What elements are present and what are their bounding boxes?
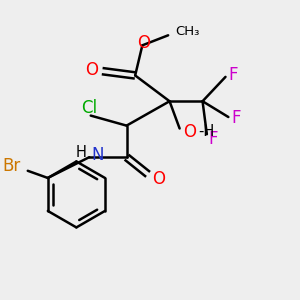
Text: F: F bbox=[231, 109, 241, 127]
Text: O: O bbox=[85, 61, 98, 79]
Text: O: O bbox=[152, 170, 165, 188]
Text: Br: Br bbox=[2, 157, 21, 175]
Text: O: O bbox=[183, 123, 196, 141]
Text: O: O bbox=[137, 34, 150, 52]
Text: -H: -H bbox=[198, 124, 214, 140]
Text: Cl: Cl bbox=[81, 99, 97, 117]
Text: F: F bbox=[208, 130, 218, 148]
Text: F: F bbox=[228, 66, 238, 84]
Text: N: N bbox=[92, 146, 104, 164]
Text: CH₃: CH₃ bbox=[175, 25, 200, 38]
Text: H: H bbox=[76, 145, 87, 160]
